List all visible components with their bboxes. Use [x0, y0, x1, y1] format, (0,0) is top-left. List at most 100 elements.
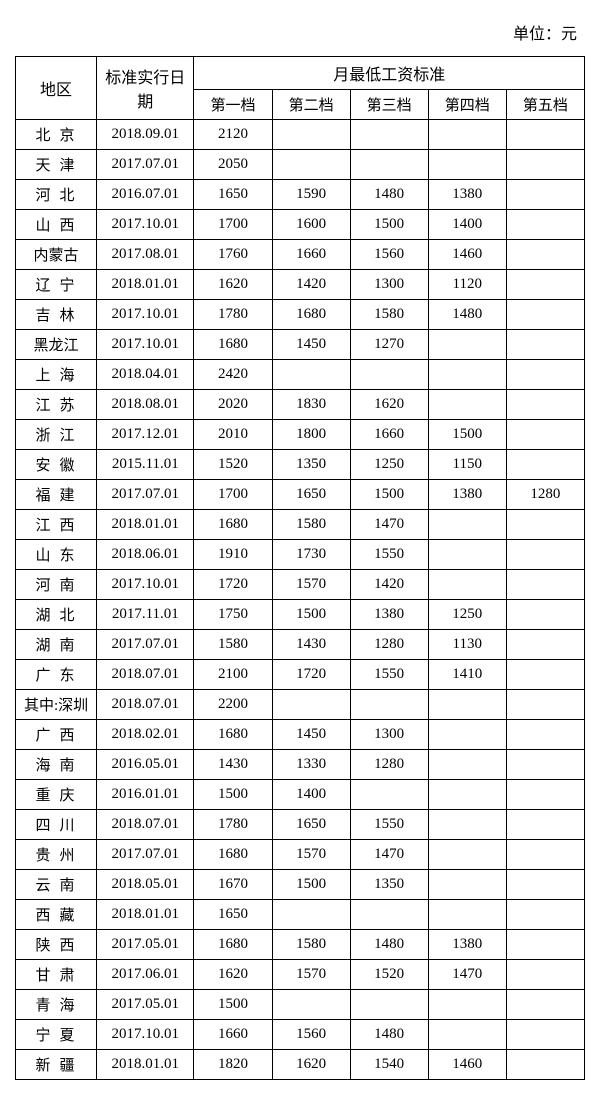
cell-t4: 1380 [428, 930, 506, 960]
cell-t1: 1910 [194, 540, 272, 570]
cell-date: 2018.07.01 [97, 660, 194, 690]
table-body: 北京2018.09.012120天津2017.07.012050河北2016.0… [16, 120, 585, 1080]
col-header-tier1: 第一档 [194, 90, 272, 120]
table-row: 吉林2017.10.011780168015801480 [16, 300, 585, 330]
cell-t2 [272, 690, 350, 720]
cell-t4 [428, 690, 506, 720]
table-header: 地区 标准实行日期 月最低工资标准 第一档 第二档 第三档 第四档 第五档 [16, 57, 585, 120]
cell-t5 [506, 450, 584, 480]
cell-t1: 1500 [194, 780, 272, 810]
cell-t5 [506, 960, 584, 990]
table-row: 青海2017.05.011500 [16, 990, 585, 1020]
cell-t4: 1410 [428, 660, 506, 690]
cell-t1: 2010 [194, 420, 272, 450]
cell-t1: 1680 [194, 330, 272, 360]
cell-t5 [506, 390, 584, 420]
cell-date: 2018.01.01 [97, 1050, 194, 1080]
cell-t2: 1570 [272, 840, 350, 870]
cell-t5 [506, 330, 584, 360]
cell-t3 [350, 120, 428, 150]
cell-date: 2017.07.01 [97, 840, 194, 870]
cell-t5 [506, 720, 584, 750]
cell-date: 2016.05.01 [97, 750, 194, 780]
cell-date: 2018.07.01 [97, 810, 194, 840]
cell-t1: 1620 [194, 960, 272, 990]
table-row: 甘肃2017.06.011620157015201470 [16, 960, 585, 990]
cell-date: 2017.07.01 [97, 150, 194, 180]
table-row: 河南2017.10.01172015701420 [16, 570, 585, 600]
cell-t1: 1720 [194, 570, 272, 600]
cell-date: 2018.02.01 [97, 720, 194, 750]
cell-date: 2017.10.01 [97, 300, 194, 330]
cell-t4 [428, 870, 506, 900]
cell-t4 [428, 900, 506, 930]
cell-region: 江苏 [16, 390, 97, 420]
cell-region: 青海 [16, 990, 97, 1020]
cell-t2: 1590 [272, 180, 350, 210]
cell-region: 天津 [16, 150, 97, 180]
cell-region: 广东 [16, 660, 97, 690]
cell-t1: 1760 [194, 240, 272, 270]
cell-t2: 1660 [272, 240, 350, 270]
cell-region: 贵州 [16, 840, 97, 870]
cell-t5 [506, 780, 584, 810]
cell-t3 [350, 360, 428, 390]
cell-date: 2017.10.01 [97, 330, 194, 360]
cell-t4: 1250 [428, 600, 506, 630]
table-row: 四川2018.07.01178016501550 [16, 810, 585, 840]
cell-t4: 1380 [428, 180, 506, 210]
cell-t3: 1500 [350, 210, 428, 240]
cell-region: 辽宁 [16, 270, 97, 300]
cell-region: 浙江 [16, 420, 97, 450]
cell-t5 [506, 1050, 584, 1080]
table-row: 黑龙江2017.10.01168014501270 [16, 330, 585, 360]
cell-t5 [506, 570, 584, 600]
cell-t2: 1400 [272, 780, 350, 810]
cell-t2 [272, 900, 350, 930]
table-row: 西藏2018.01.011650 [16, 900, 585, 930]
cell-t3: 1550 [350, 660, 428, 690]
table-row: 辽宁2018.01.011620142013001120 [16, 270, 585, 300]
cell-t3: 1280 [350, 630, 428, 660]
cell-date: 2018.04.01 [97, 360, 194, 390]
cell-region: 海南 [16, 750, 97, 780]
cell-date: 2017.10.01 [97, 1020, 194, 1050]
cell-t1: 2050 [194, 150, 272, 180]
cell-region: 内蒙古 [16, 240, 97, 270]
cell-t2: 1570 [272, 960, 350, 990]
col-header-monthly-group: 月最低工资标准 [194, 57, 585, 90]
cell-t4 [428, 570, 506, 600]
table-row: 天津2017.07.012050 [16, 150, 585, 180]
cell-t3 [350, 150, 428, 180]
cell-region: 河北 [16, 180, 97, 210]
cell-t3: 1550 [350, 810, 428, 840]
cell-t1: 1680 [194, 510, 272, 540]
cell-date: 2016.07.01 [97, 180, 194, 210]
cell-t5 [506, 210, 584, 240]
cell-t3: 1420 [350, 570, 428, 600]
cell-t3: 1250 [350, 450, 428, 480]
table-row: 上海2018.04.012420 [16, 360, 585, 390]
cell-t4 [428, 390, 506, 420]
cell-t5 [506, 660, 584, 690]
cell-t2: 1720 [272, 660, 350, 690]
cell-t3: 1620 [350, 390, 428, 420]
cell-t5 [506, 360, 584, 390]
col-header-tier3: 第三档 [350, 90, 428, 120]
cell-t4 [428, 750, 506, 780]
table-row: 湖南2017.07.011580143012801130 [16, 630, 585, 660]
cell-t1: 1620 [194, 270, 272, 300]
cell-t1: 1680 [194, 930, 272, 960]
cell-region: 安徽 [16, 450, 97, 480]
cell-t2: 1500 [272, 870, 350, 900]
table-row: 陕西2017.05.011680158014801380 [16, 930, 585, 960]
cell-t5 [506, 810, 584, 840]
cell-t3 [350, 990, 428, 1020]
cell-t4: 1120 [428, 270, 506, 300]
table-row: 新疆2018.01.011820162015401460 [16, 1050, 585, 1080]
cell-date: 2018.08.01 [97, 390, 194, 420]
cell-t1: 1750 [194, 600, 272, 630]
cell-date: 2017.05.01 [97, 930, 194, 960]
cell-t4 [428, 330, 506, 360]
table-row: 山西2017.10.011700160015001400 [16, 210, 585, 240]
